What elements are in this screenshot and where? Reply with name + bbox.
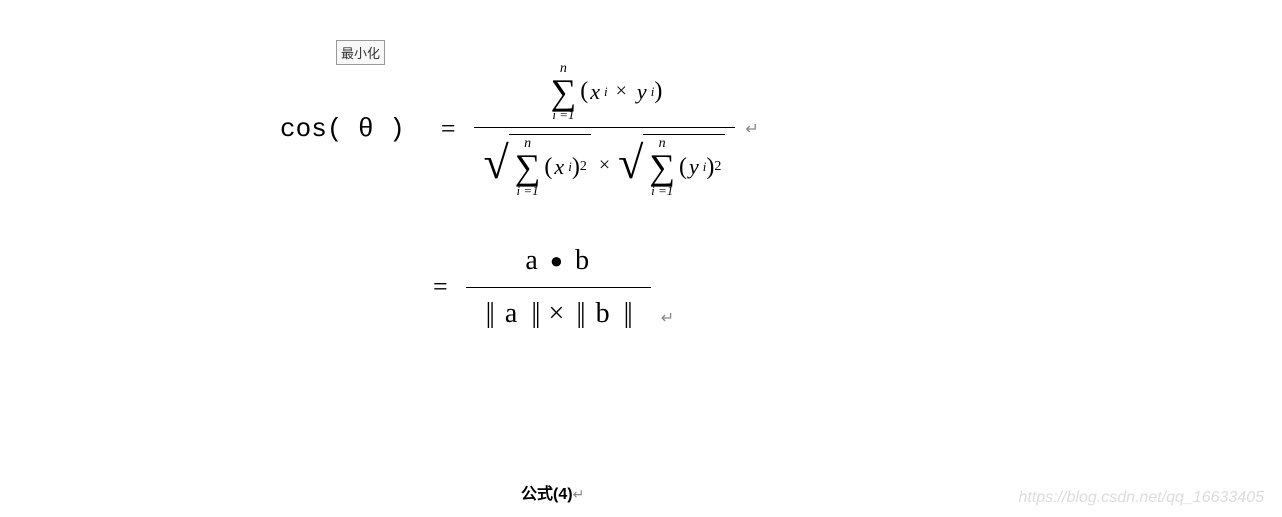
paragraph-mark-2: ↵ bbox=[661, 308, 674, 328]
sigma-lower-i1-dx: i =1 bbox=[517, 184, 539, 197]
lparen-dy: ( bbox=[679, 154, 687, 181]
watermark-text: https://blog.csdn.net/qq_16633405 bbox=[1018, 489, 1264, 506]
var-x: x bbox=[590, 79, 600, 105]
sqrt-x: √ n ∑ i =1 ( xi )2 bbox=[484, 134, 591, 196]
numerator-ab: a ● b bbox=[509, 239, 607, 283]
sigma-den-y: n ∑ i =1 bbox=[649, 137, 675, 196]
var-y: y bbox=[637, 79, 647, 105]
norm-open-a: || bbox=[486, 298, 493, 330]
formula-row-2: = a ● b || a || × || b || ↵ bbox=[415, 239, 674, 336]
times-denom: × bbox=[599, 154, 610, 177]
sqrt-y: √ n ∑ i =1 ( yi )2 bbox=[618, 134, 725, 196]
norm-close-a: || bbox=[531, 298, 538, 330]
square-y: 2 bbox=[714, 159, 721, 175]
denominator-sqrts: √ n ∑ i =1 ( xi )2 × √ bbox=[474, 132, 736, 198]
sigma-den-x: n ∑ i =1 bbox=[515, 137, 541, 196]
fraction-bar-main bbox=[474, 127, 736, 128]
watermark: https://blog.csdn.net/qq_16633405 bbox=[1018, 489, 1264, 507]
lparen-dx: ( bbox=[544, 154, 552, 181]
times-xy: × bbox=[616, 80, 627, 103]
var-y-d: y bbox=[689, 154, 699, 180]
times-norm: × bbox=[549, 298, 567, 330]
denominator-norms: || a || × || b || bbox=[466, 292, 651, 336]
formula-caption: 公式(4)↵ bbox=[521, 480, 584, 504]
vec-b-num: b bbox=[575, 245, 591, 277]
formula-row-1: cos( θ ) = n ∑ i =1 ( xi × yi ) √ bbox=[280, 60, 759, 199]
sub-i-x: i bbox=[604, 84, 608, 100]
equals-sign-1: = bbox=[441, 114, 456, 144]
caption-mark: ↵ bbox=[573, 486, 585, 502]
vec-a-den: a bbox=[505, 298, 519, 330]
sigma-symbol: ∑ bbox=[551, 76, 577, 108]
square-x: 2 bbox=[580, 159, 587, 175]
numerator-sum-xy: n ∑ i =1 ( xi × yi ) bbox=[537, 60, 673, 123]
rparen-dy: ) bbox=[706, 154, 714, 181]
fraction-vector: a ● b || a || × || b || bbox=[466, 239, 651, 336]
formula-area: cos( θ ) = n ∑ i =1 ( xi × yi ) √ bbox=[280, 60, 759, 336]
norm-close-b: || bbox=[624, 298, 631, 330]
sigma-symbol-dy: ∑ bbox=[649, 151, 675, 183]
sqrt-sign-y: √ bbox=[618, 140, 643, 186]
norm-open-b: || bbox=[576, 298, 583, 330]
rparen: ) bbox=[654, 78, 662, 105]
lparen: ( bbox=[580, 78, 588, 105]
sqrt-sign-x: √ bbox=[484, 140, 509, 186]
dot-operator: ● bbox=[550, 248, 565, 274]
sigma-lower-i1-dy: i =1 bbox=[651, 184, 673, 197]
rparen-dx: ) bbox=[572, 154, 580, 181]
lhs-cos-theta: cos( θ ) bbox=[280, 114, 405, 144]
caption-text: 公式(4) bbox=[521, 486, 573, 503]
paragraph-mark-1: ↵ bbox=[745, 119, 758, 139]
fraction-main: n ∑ i =1 ( xi × yi ) √ n ∑ bbox=[474, 60, 736, 199]
sigma-symbol-dx: ∑ bbox=[515, 151, 541, 183]
equals-sign-2: = bbox=[433, 272, 448, 302]
sqrt-body-y: n ∑ i =1 ( yi )2 bbox=[643, 134, 725, 196]
vec-b-den: b bbox=[596, 298, 612, 330]
fraction-bar-vec bbox=[466, 287, 651, 288]
minimize-label: 最小化 bbox=[341, 46, 380, 61]
sigma-numerator: n ∑ i =1 bbox=[551, 62, 577, 121]
var-x-d: x bbox=[554, 154, 564, 180]
vec-a-num: a bbox=[525, 245, 539, 277]
sqrt-body-x: n ∑ i =1 ( xi )2 bbox=[509, 134, 591, 196]
sigma-lower-i1: i =1 bbox=[552, 108, 574, 121]
